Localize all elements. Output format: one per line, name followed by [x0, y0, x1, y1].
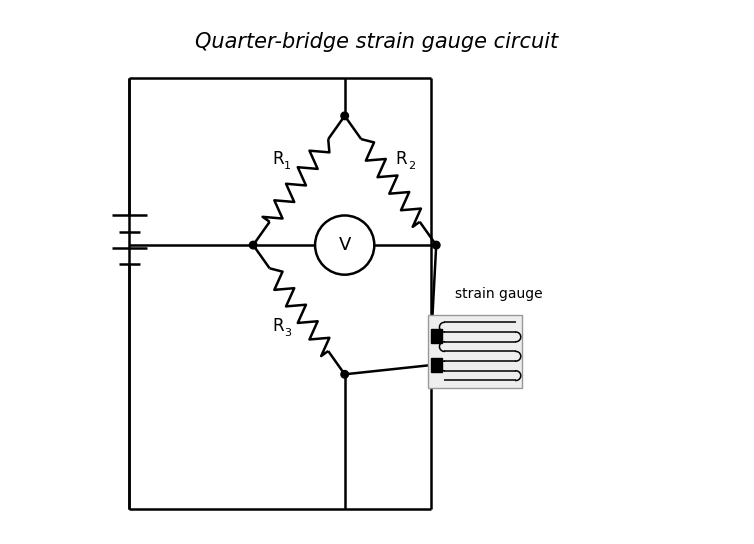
- Text: R: R: [272, 150, 284, 168]
- Text: 2: 2: [408, 161, 415, 171]
- Circle shape: [341, 112, 348, 120]
- Circle shape: [341, 370, 348, 378]
- Text: V: V: [339, 236, 351, 254]
- Bar: [431, 329, 442, 343]
- Circle shape: [315, 215, 374, 275]
- Text: R: R: [396, 150, 407, 168]
- Text: 3: 3: [284, 328, 291, 338]
- Text: strain gauge: strain gauge: [455, 287, 543, 300]
- Text: Quarter-bridge strain gauge circuit: Quarter-bridge strain gauge circuit: [195, 33, 559, 52]
- Bar: [431, 358, 442, 372]
- Circle shape: [250, 242, 257, 249]
- Bar: [428, 315, 523, 388]
- Circle shape: [433, 242, 440, 249]
- Text: R: R: [272, 317, 284, 335]
- Text: 1: 1: [284, 161, 291, 171]
